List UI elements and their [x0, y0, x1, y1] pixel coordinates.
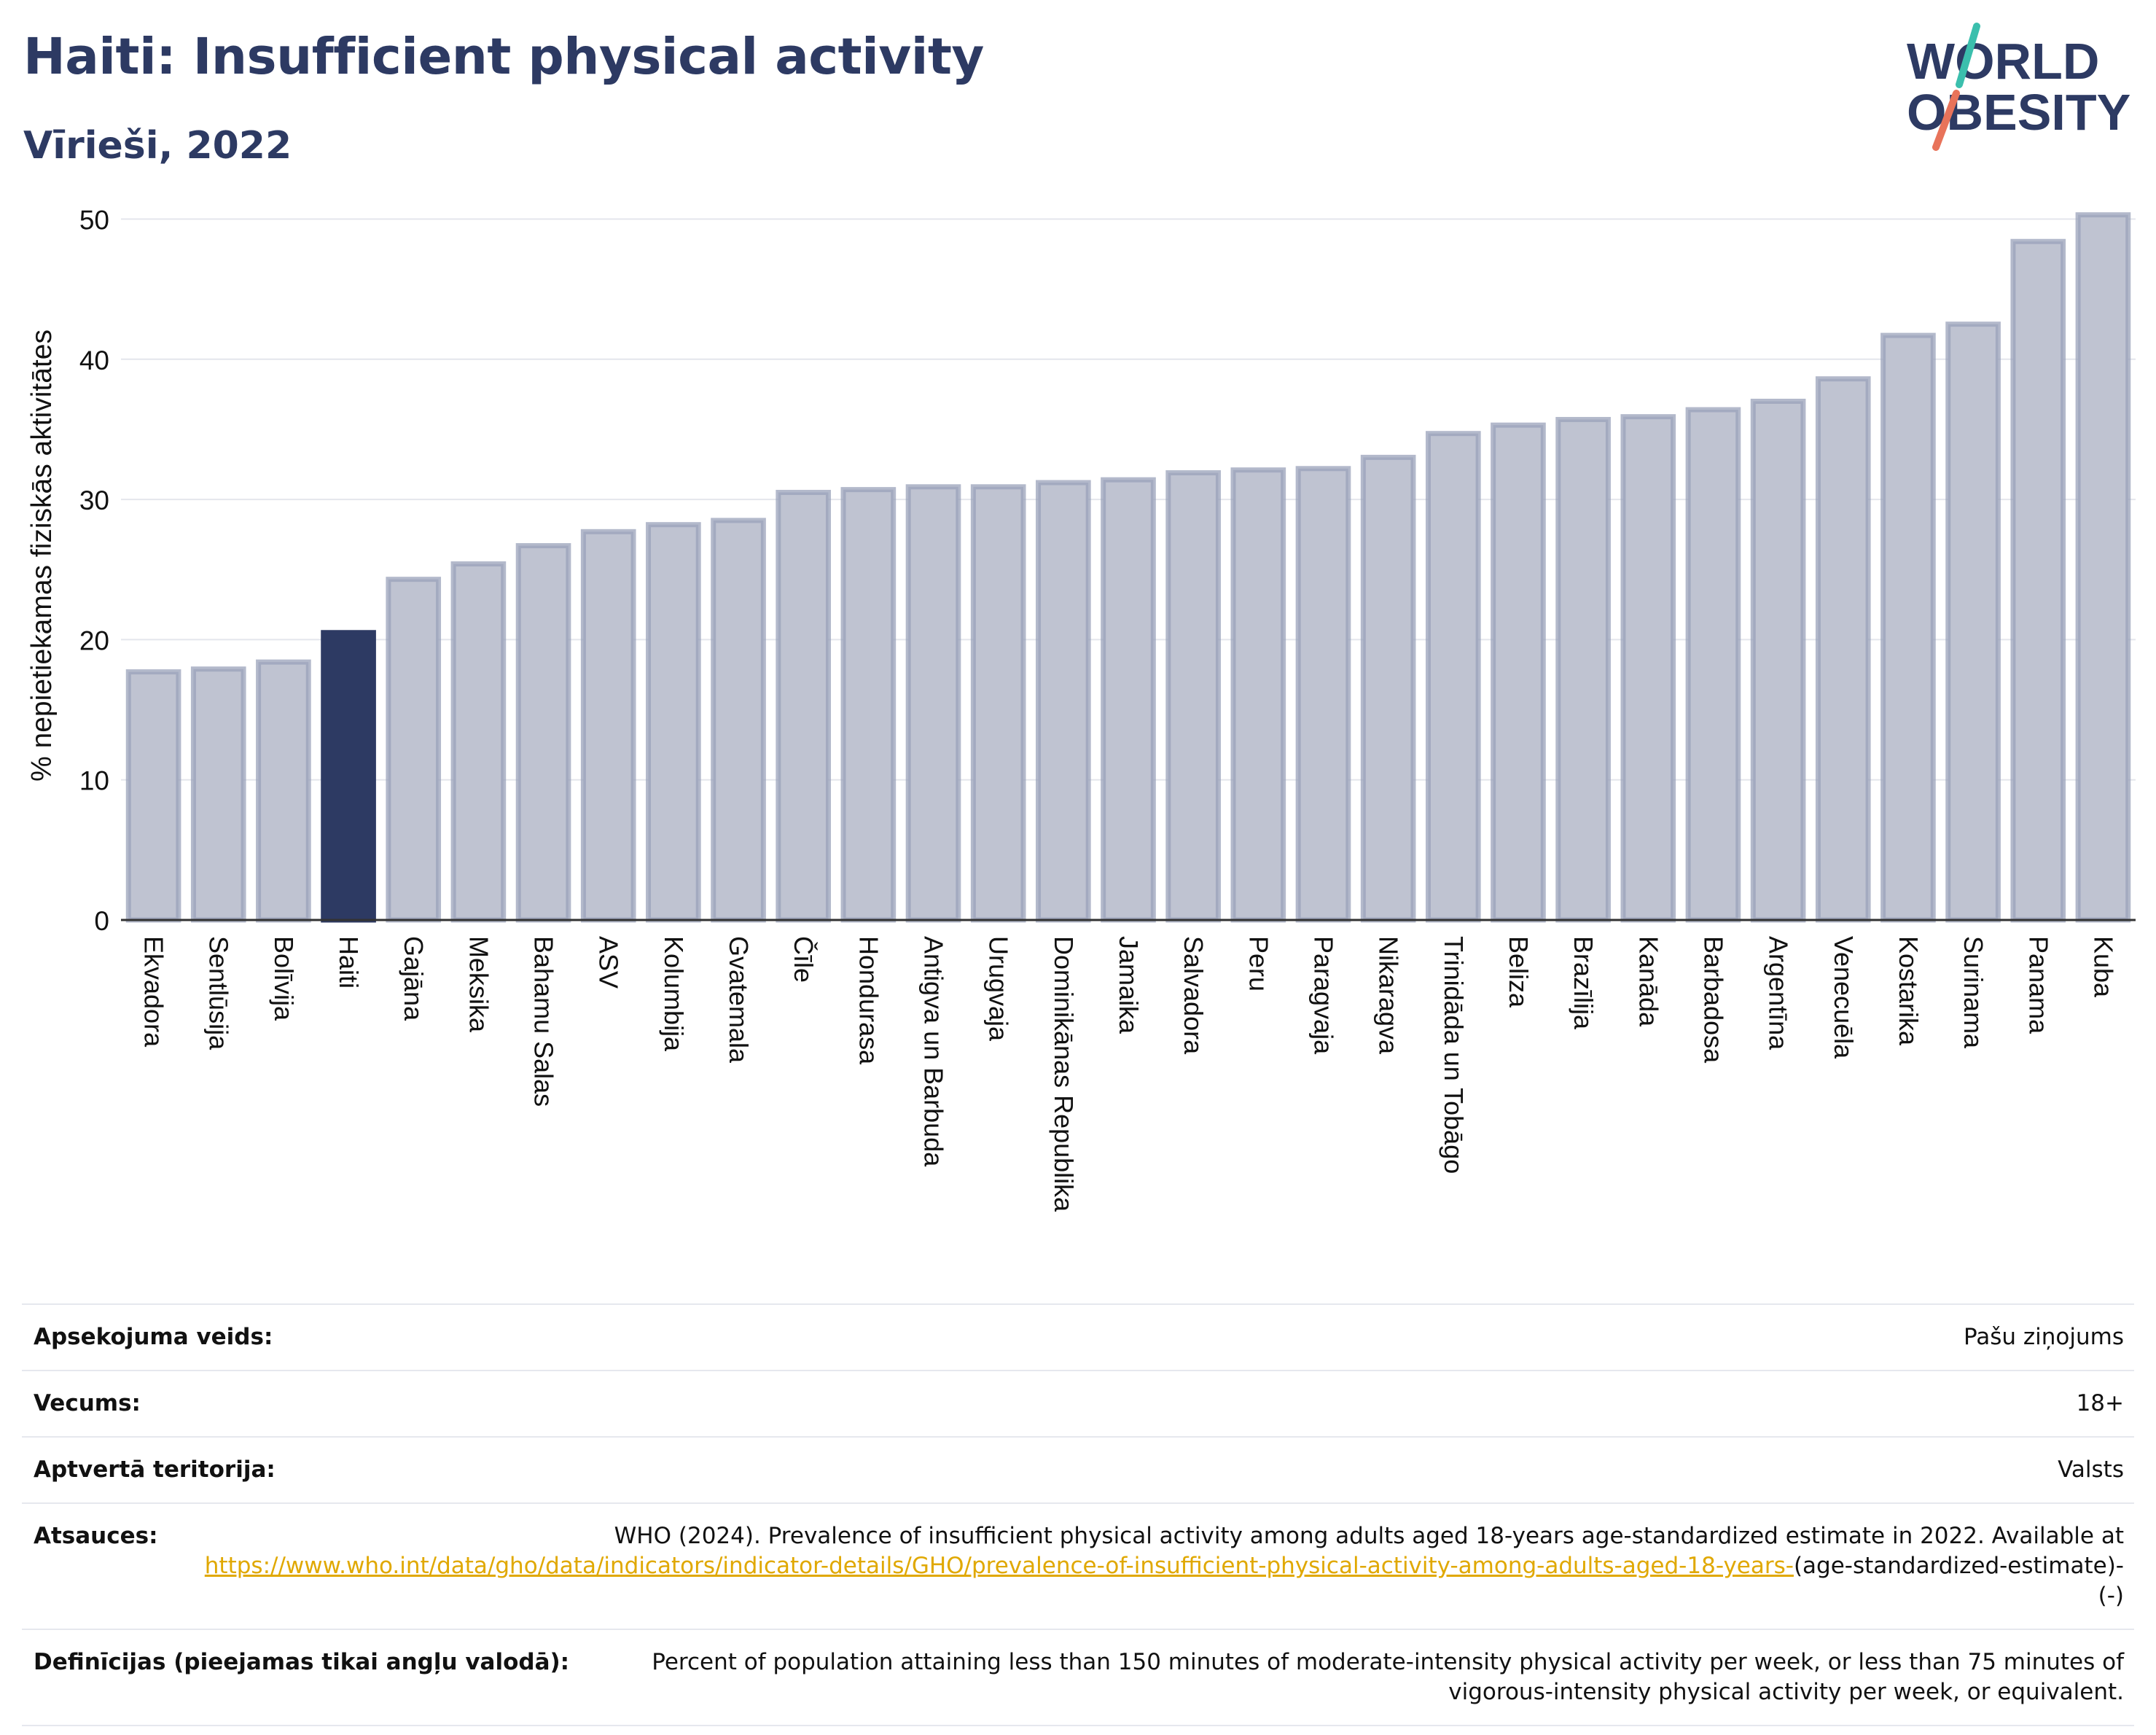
y-axis-label: % nepietiekamas fiziskās aktivitātes: [26, 330, 58, 781]
logo-line-world: WORLD: [1907, 33, 2099, 90]
bar[interactable]: [1945, 321, 2001, 923]
info-row-survey-type: Apsekojuma veids: Pašu ziņojums: [22, 1305, 2134, 1371]
bar[interactable]: [1230, 467, 1286, 923]
info-row-age: Vecums: 18+: [22, 1371, 2134, 1438]
bar[interactable]: [1620, 414, 1676, 923]
logo-slash-teal: [1956, 23, 1980, 88]
bar[interactable]: [905, 484, 961, 923]
x-tick-label: Peru: [1243, 936, 1273, 991]
bar[interactable]: [1685, 407, 1741, 923]
bar[interactable]: [1036, 480, 1091, 923]
x-tick-label: Dominikānas Republika: [1049, 936, 1079, 1212]
x-tick-label: Hondurasa: [854, 936, 883, 1065]
x-tick-label: Urugvaja: [984, 936, 1014, 1042]
x-tick-label: Trinidāda un Tobāgo: [1439, 936, 1469, 1174]
x-tick-label: Čīle: [789, 936, 819, 983]
bar[interactable]: [840, 487, 897, 923]
x-tick-label: Haiti: [334, 936, 364, 989]
references-link[interactable]: https://www.who.int/data/gho/data/indica…: [204, 1553, 1794, 1579]
x-tick-label: Barbadosa: [1698, 936, 1728, 1064]
x-tick-label: Beliza: [1504, 936, 1534, 1008]
x-tick-label: Panama: [2023, 936, 2053, 1034]
bar[interactable]: [1295, 466, 1351, 923]
x-tick-label: Gvatemala: [724, 936, 754, 1064]
bar[interactable]: [2075, 212, 2131, 923]
bar[interactable]: [386, 577, 442, 923]
info-label: Vecums:: [34, 1390, 141, 1416]
bar[interactable]: [580, 529, 636, 923]
x-tick-label: ASV: [594, 936, 624, 989]
bar[interactable]: [1491, 422, 1546, 923]
bar[interactable]: [1165, 470, 1221, 923]
x-tick-label: Salvadora: [1179, 936, 1208, 1055]
x-tick-label: Kolumbija: [659, 936, 689, 1052]
axes: 0 10 20 30 40 50 Ekvadora Sentlūsija Bolīvija Hai…: [79, 205, 2136, 1212]
y-tick-label: 0: [94, 906, 109, 936]
info-row-references: Atsauces: WHO (2024). Prevalence of insu…: [22, 1504, 2134, 1630]
bar[interactable]: [776, 489, 832, 923]
chart-subtitle: Vīrieši, 2022: [23, 124, 292, 168]
bar[interactable]: [1101, 477, 1156, 923]
bar[interactable]: [190, 666, 246, 923]
bar[interactable]: [1880, 332, 1936, 923]
info-value: Valsts: [2058, 1457, 2124, 1483]
bar-highlight[interactable]: [321, 630, 376, 923]
bar[interactable]: [515, 543, 571, 923]
references-text: WHO (2024). Prevalence of insufficient p…: [614, 1523, 2124, 1549]
y-tick-label: 40: [79, 346, 109, 375]
bar[interactable]: [1425, 431, 1481, 923]
info-label: Definīcijas (pieejamas tikai angļu valod…: [34, 1649, 570, 1675]
x-tick-label: Jamaika: [1114, 936, 1144, 1034]
definitions-value: Percent of population attaining less tha…: [652, 1649, 2124, 1705]
x-tick-label: Venecuēla: [1829, 936, 1859, 1059]
bar[interactable]: [2010, 238, 2066, 923]
y-tick-label: 30: [79, 486, 109, 515]
bar[interactable]: [1360, 454, 1416, 923]
x-tick-label: Paragvaja: [1308, 936, 1338, 1055]
x-tick-label: Meksika: [464, 936, 493, 1033]
y-tick-label: 50: [79, 205, 109, 235]
bar-chart: 0 10 20 30 40 50 Ekvadora Sentlūsija Bolīvija Hai…: [26, 205, 2136, 1212]
x-tick-label: Kostarika: [1894, 936, 1923, 1046]
x-tick-label: Sentlūsija: [204, 936, 234, 1050]
x-tick-label: Kanāda: [1633, 936, 1663, 1027]
logo-slash-coral: [1932, 90, 1960, 151]
bar[interactable]: [1815, 376, 1871, 923]
references-suffix: (age-standardized-estimate)-(-): [1793, 1553, 2124, 1609]
bar[interactable]: [450, 561, 507, 923]
bar[interactable]: [256, 659, 311, 923]
x-tick-label: Gajāna: [399, 936, 429, 1021]
info-row-coverage: Aptvertā teritorija: Valsts: [22, 1438, 2134, 1504]
references-value: WHO (2024). Prevalence of insufficient p…: [202, 1521, 2124, 1611]
world-obesity-logo: WORLD OBESITY: [1907, 23, 2130, 151]
bar[interactable]: [711, 518, 766, 923]
x-tick-label: Argentīna: [1764, 936, 1794, 1050]
info-label: Atsauces:: [34, 1523, 158, 1549]
bar[interactable]: [125, 669, 181, 923]
x-tick-label: Bahamu Salas: [529, 936, 559, 1107]
info-value: Pašu ziņojums: [1963, 1324, 2124, 1350]
info-label: Aptvertā teritorija:: [34, 1457, 276, 1483]
chart-title: Haiti: Insufficient physical activity: [23, 28, 984, 86]
x-tick-label: Antigva un Barbuda: [919, 936, 949, 1167]
x-tick-label: Kuba: [2088, 936, 2118, 998]
x-tick-label: Bolīvija: [269, 936, 299, 1021]
bar[interactable]: [1555, 416, 1611, 923]
bars: [125, 212, 2131, 923]
x-tick-label: Ekvadora: [139, 936, 169, 1048]
info-value: 18+: [2076, 1390, 2124, 1416]
x-tick-label: Surinama: [1958, 936, 1988, 1049]
y-tick-label: 20: [79, 625, 109, 655]
info-row-definitions: Definīcijas (pieejamas tikai angļu valod…: [22, 1630, 2134, 1726]
info-table: Apsekojuma veids: Pašu ziņojums Vecums: …: [22, 1303, 2134, 1726]
x-tick-label: Brazīlija: [1569, 936, 1598, 1030]
x-tick-label: Nikaragva: [1374, 936, 1404, 1055]
bar[interactable]: [646, 522, 701, 923]
info-label: Apsekojuma veids:: [34, 1324, 273, 1350]
bar[interactable]: [970, 484, 1026, 923]
y-tick-label: 10: [79, 766, 109, 796]
bar[interactable]: [1750, 398, 1806, 923]
